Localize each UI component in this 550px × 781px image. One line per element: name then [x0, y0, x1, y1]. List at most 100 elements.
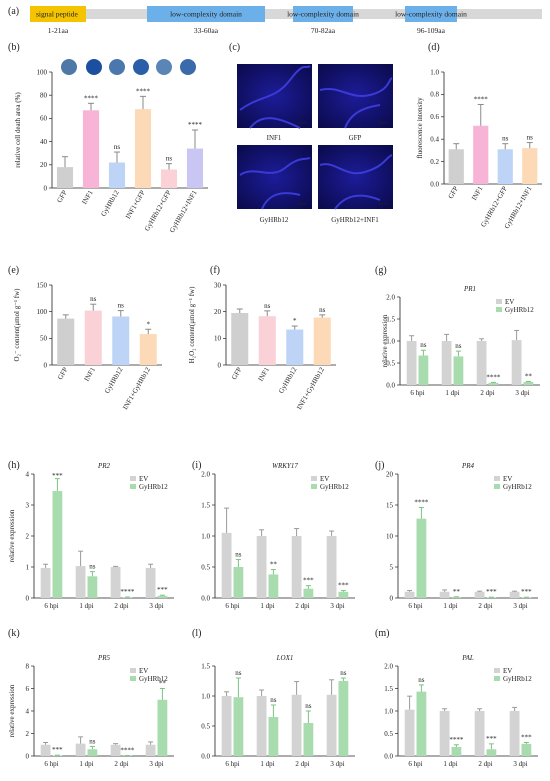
domain-block-2	[293, 6, 353, 22]
y-axis-title: fluorescence intensity	[416, 97, 424, 159]
bar	[112, 316, 130, 365]
y-tick-label: 8	[26, 662, 30, 670]
y-tick-label: 15	[386, 501, 394, 509]
significance-label: ****	[486, 373, 501, 381]
significance-label: ***	[157, 586, 168, 594]
bar-ev	[40, 744, 51, 756]
domain-block-1	[147, 6, 265, 22]
y-tick-label: 0.0	[386, 381, 395, 389]
x-tick-label: GyHRb12+INF1	[168, 189, 199, 235]
significance-label: ns	[455, 342, 462, 350]
significance-label: **	[453, 588, 461, 596]
y-tick-label: 60	[40, 115, 48, 123]
y-tick-label: 0.0	[201, 752, 210, 760]
x-tick-label: GFP	[55, 189, 68, 204]
x-tick-label: 3 dpi	[330, 602, 344, 610]
y-tick-label: 0.2	[430, 158, 439, 166]
legend-entry: EV	[503, 475, 512, 483]
panel-label-j: (j)	[375, 460, 384, 471]
micrograph-label-gyhrb12-inf1: GyHRb12+INF1	[331, 216, 379, 224]
chart-m: (m) 0.0 0.5 1.0 1.5 2.0 PAL ns 6 hpi **** 1 dpi ***…	[375, 628, 538, 768]
bar-gyhrb12	[303, 723, 314, 756]
bar-gyhrb12	[87, 749, 98, 756]
y-tick-label: 0.5	[386, 359, 395, 367]
bar-gyhrb12	[416, 691, 427, 756]
significance-label: ns	[270, 696, 277, 704]
leaf-disc-5	[156, 59, 172, 75]
significance-label: ns	[114, 143, 121, 151]
x-tick-label: 6 hpi	[408, 760, 422, 768]
leaf-disc-6	[180, 59, 196, 75]
bar-gyhrb12	[268, 717, 279, 756]
leaf-disc-4	[133, 59, 149, 75]
y-tick-label: 20	[40, 161, 48, 169]
bar-ev	[404, 709, 415, 756]
x-tick-label: INF1	[470, 185, 485, 202]
x-tick-label: 3 dpi	[513, 760, 527, 768]
micrograph-inf1	[237, 64, 312, 128]
y-tick-label: 20	[386, 470, 394, 478]
signal-peptide-block	[30, 6, 86, 22]
x-tick-label: GyHRb12	[277, 366, 299, 395]
significance-label: ***	[52, 746, 63, 754]
cell-outline-4	[319, 154, 393, 210]
y-tick-label: 0	[44, 184, 48, 192]
panel-label-e: (e)	[8, 265, 19, 276]
y-tick-label: 0	[218, 361, 222, 369]
legend-swatch	[311, 476, 317, 481]
x-tick-label: 2 dpi	[478, 602, 492, 610]
micrograph-label-gfp: GFP	[349, 134, 362, 142]
bar-gyhrb12	[303, 588, 314, 598]
legend-entry: EV	[139, 667, 148, 675]
y-tick-label: 1.0	[386, 337, 395, 345]
bar-gyhrb12	[268, 574, 279, 598]
y-tick-label: 100	[37, 308, 48, 316]
legend-entry: GyHRb12	[320, 483, 349, 491]
legend-entry: EV	[503, 667, 512, 675]
chart-b: (b) 0 20 40 60 80 100 relative cell death area …	[8, 42, 208, 234]
y-axis-title: relative expression	[381, 314, 389, 367]
significance-label: ****	[120, 747, 135, 755]
chart-title: PR1	[463, 285, 476, 293]
legend-swatch	[130, 676, 136, 681]
leaf-disc-3	[109, 59, 125, 75]
bar-ev	[145, 567, 156, 598]
significance-label: ns	[502, 135, 509, 143]
y-tick-label: 0	[44, 361, 48, 369]
y-tick-label: 2	[26, 730, 30, 738]
panel-label-h: (h)	[8, 460, 20, 471]
chart-title: LOX1	[276, 654, 294, 662]
y-tick-label: 0.5	[201, 563, 210, 571]
bar-gyhrb12	[52, 491, 63, 598]
micrograph-label-gyhrb12: GyHRb12	[260, 216, 289, 224]
bar-ev	[256, 536, 267, 598]
x-tick-label: 6 hpi	[408, 602, 422, 610]
y-tick-label: 10	[214, 335, 222, 343]
x-tick-label: 1 dpi	[445, 389, 459, 397]
bar	[473, 125, 489, 184]
legend-swatch	[130, 476, 136, 481]
leaf-disc-1	[61, 59, 77, 75]
significance-label: ***	[521, 588, 532, 596]
bar	[57, 318, 75, 365]
cell-outline-3	[239, 157, 311, 210]
bar	[56, 167, 74, 188]
legend-swatch	[311, 484, 317, 489]
y-tick-label: 0.6	[430, 113, 439, 121]
chart-j: (j) 0 5 10 15 20 PR4 **** 6 hpi ** 1 dpi *** 2 dpi **…	[375, 460, 538, 610]
bar-gyhrb12	[523, 381, 534, 385]
y-tick-label: 80	[40, 92, 48, 100]
bar	[258, 316, 276, 365]
panel-label-i: (i)	[192, 460, 201, 471]
y-axis-title: H₂O₂ content(μmol g⁻¹ fw)	[188, 286, 196, 363]
bar-ev	[110, 744, 121, 756]
y-tick-label: 1.5	[201, 501, 210, 509]
bar	[160, 169, 178, 188]
significance-label: *	[293, 317, 297, 325]
legend-entry: EV	[505, 298, 514, 306]
legend-swatch	[494, 676, 500, 681]
significance-label: **	[270, 560, 278, 568]
y-tick-label: 3	[26, 501, 30, 509]
panel-label-m: (m)	[375, 628, 389, 639]
bar	[186, 148, 204, 188]
